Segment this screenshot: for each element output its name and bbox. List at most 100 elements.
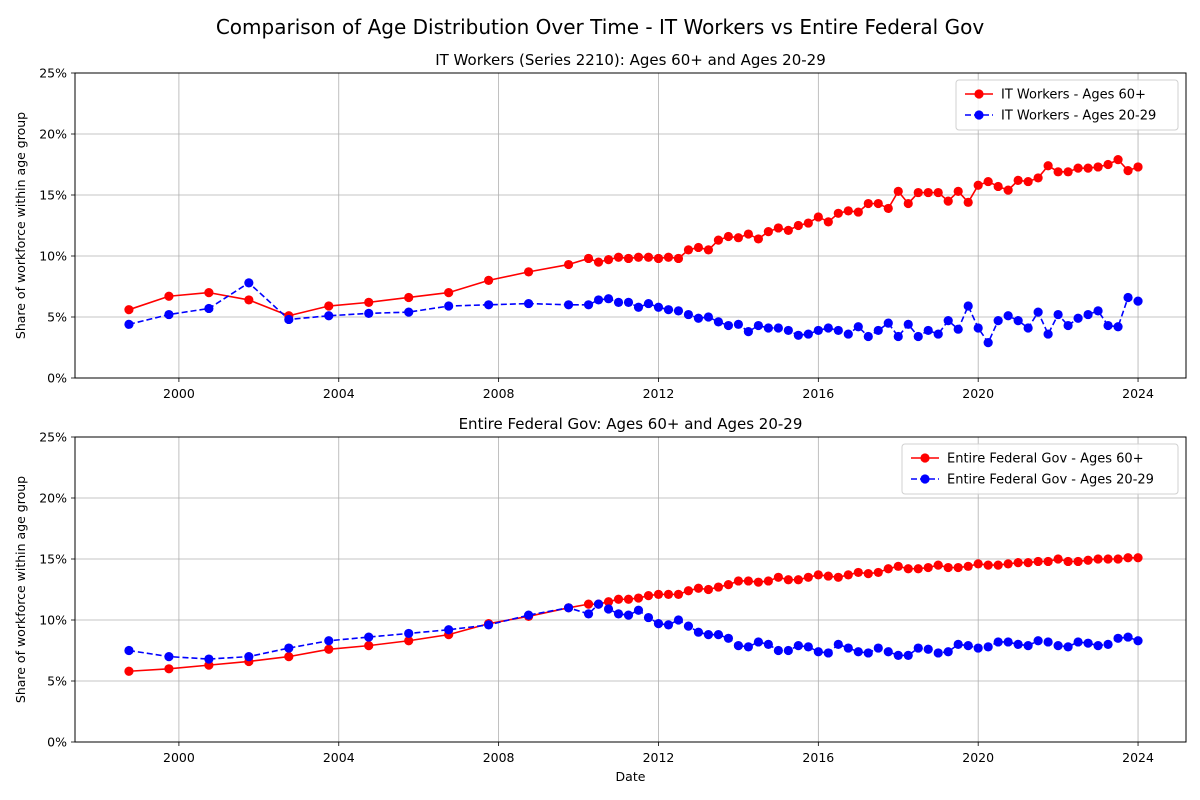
- data-point: [913, 331, 923, 342]
- data-point: [1083, 555, 1093, 565]
- data-point: [703, 584, 714, 595]
- data-point: [743, 327, 753, 337]
- data-point: [124, 645, 134, 656]
- data-point: [943, 647, 953, 657]
- data-point: [893, 331, 903, 342]
- data-point: [933, 329, 943, 339]
- legend-marker-1: [920, 474, 930, 484]
- data-point: [1123, 292, 1133, 303]
- data-point: [164, 664, 174, 674]
- y-tick-label: 5%: [47, 310, 67, 325]
- data-point: [843, 643, 853, 653]
- data-point: [1103, 159, 1113, 170]
- data-point: [753, 320, 763, 331]
- data-point: [723, 580, 734, 590]
- data-point: [603, 255, 614, 265]
- data-point: [693, 313, 704, 323]
- data-point: [633, 302, 644, 312]
- data-point: [993, 316, 1003, 326]
- data-point: [913, 643, 923, 653]
- data-point: [164, 309, 174, 320]
- panel-title: Entire Federal Gov: Ages 60+ and Ages 20…: [459, 415, 803, 433]
- y-tick-label: 25%: [39, 430, 67, 445]
- data-point: [623, 297, 634, 307]
- data-point: [1043, 637, 1053, 647]
- data-point: [613, 297, 624, 307]
- data-point: [683, 309, 694, 320]
- data-point: [603, 294, 614, 304]
- legend-marker-0: [974, 89, 984, 99]
- data-point: [863, 569, 873, 579]
- data-point: [843, 206, 853, 216]
- data-point: [204, 654, 214, 664]
- x-tick-label: 2004: [323, 386, 355, 401]
- data-point: [763, 639, 773, 650]
- data-point: [833, 572, 843, 582]
- data-point: [1133, 296, 1143, 306]
- data-point: [923, 187, 933, 198]
- data-point: [723, 231, 734, 242]
- data-point: [603, 604, 614, 614]
- federal-gov-panel: 2000 2004 2008 2012 2016 2020 2024 0% 5% 10% 15% 20…: [13, 415, 1187, 784]
- data-point: [873, 325, 883, 336]
- series-line-1: [128, 603, 1139, 660]
- data-point: [1033, 173, 1043, 183]
- data-point: [653, 302, 664, 312]
- y-tick-label: 25%: [39, 66, 67, 81]
- x-tick-label: 2024: [1122, 386, 1154, 401]
- data-point: [713, 630, 724, 640]
- data-point: [693, 242, 704, 253]
- data-point: [763, 323, 773, 333]
- data-point: [484, 620, 494, 630]
- data-point: [733, 576, 744, 586]
- data-point: [204, 288, 214, 298]
- data-point: [663, 252, 674, 262]
- data-point: [1103, 320, 1113, 331]
- data-point: [813, 325, 823, 336]
- data-point: [124, 305, 134, 315]
- data-point: [1003, 185, 1013, 195]
- data-point: [893, 561, 903, 571]
- data-point: [1023, 323, 1033, 333]
- data-point: [783, 325, 793, 336]
- data-point: [743, 229, 753, 239]
- x-axis-label: Date: [616, 769, 646, 784]
- data-point: [753, 234, 763, 244]
- data-point: [823, 323, 833, 333]
- data-point: [1023, 558, 1033, 568]
- data-point: [1113, 155, 1123, 165]
- data-point: [853, 322, 863, 332]
- data-point: [583, 609, 594, 619]
- data-point: [963, 561, 973, 571]
- data-point: [753, 637, 763, 647]
- data-point: [1033, 636, 1043, 646]
- data-point: [663, 305, 674, 315]
- data-point: [484, 300, 494, 310]
- data-point: [953, 186, 963, 196]
- data-point: [324, 311, 334, 321]
- data-point: [364, 632, 374, 642]
- data-point: [843, 329, 853, 339]
- it-workers-panel: 2000 2004 2008 2012 2016 2020 2024 0% 5% 10% 15% 20…: [13, 51, 1187, 401]
- y-tick-label: 15%: [39, 188, 67, 203]
- data-point: [1073, 556, 1083, 567]
- data-point: [1003, 559, 1013, 569]
- data-point: [873, 567, 883, 578]
- data-point: [733, 319, 744, 329]
- data-point: [1053, 554, 1063, 564]
- data-point: [1033, 556, 1043, 567]
- y-tick-label: 5%: [47, 674, 67, 689]
- data-point: [913, 187, 923, 198]
- data-point: [623, 610, 634, 620]
- data-point: [164, 291, 174, 301]
- data-point: [1123, 166, 1133, 176]
- data-point: [773, 223, 783, 233]
- y-axis-label: Share of workforce within age group: [13, 112, 28, 339]
- data-point: [903, 650, 913, 660]
- data-point: [813, 570, 823, 580]
- data-point: [124, 319, 134, 329]
- legend-box: [955, 79, 1179, 131]
- data-point: [923, 325, 933, 336]
- data-point: [793, 220, 803, 231]
